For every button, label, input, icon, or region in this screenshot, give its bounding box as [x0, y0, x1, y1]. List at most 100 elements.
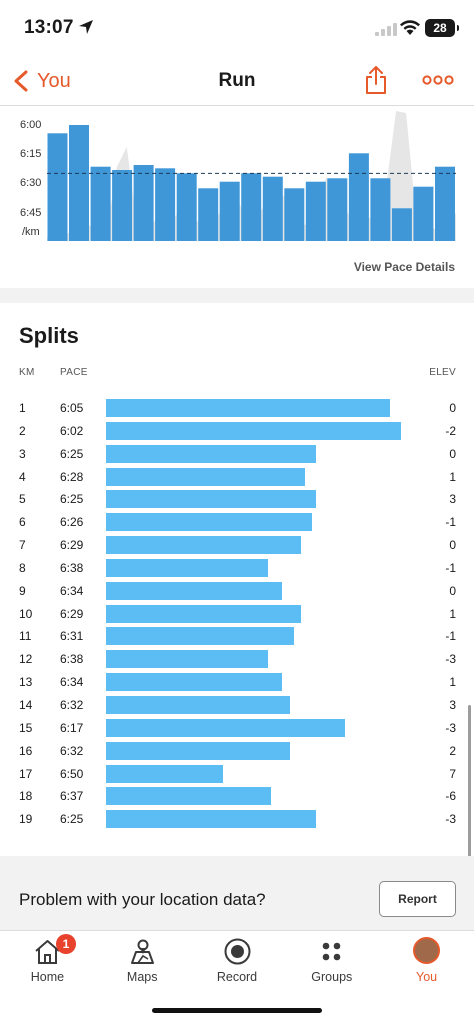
report-button[interactable]: Report: [379, 881, 456, 917]
split-elevation: 0: [449, 446, 456, 461]
split-elevation: 1: [449, 675, 456, 690]
split-km: 19: [19, 812, 33, 827]
split-km: 11: [19, 629, 32, 644]
split-pace-bar: [106, 421, 401, 440]
split-row: 8 6:38 -1: [0, 557, 474, 580]
split-pace: 6:32: [60, 697, 84, 712]
y-tick-label: 6:15: [20, 148, 42, 160]
split-row: 13 6:34 1: [0, 671, 474, 694]
split-km: 17: [19, 766, 33, 781]
groups-icon: [323, 942, 341, 961]
tab-home[interactable]: 1 Home: [0, 931, 95, 991]
split-km: 9: [19, 583, 26, 598]
split-pace-bar: [106, 741, 290, 760]
tab-label: Record: [216, 970, 258, 984]
notification-badge: 1: [56, 934, 76, 954]
pace-bar: [284, 188, 305, 241]
pace-bar: [327, 178, 348, 241]
split-pace: 6:05: [60, 401, 84, 415]
pace-column-header: PACE: [60, 367, 88, 378]
share-icon[interactable]: [364, 65, 388, 95]
split-row: 12 6:38 -3: [0, 648, 474, 671]
split-pace: 6:38: [60, 652, 84, 667]
page-title: Run: [218, 70, 256, 91]
split-row: 19 6:25 -3: [0, 808, 474, 831]
y-axis-unit: /km: [22, 226, 40, 238]
scrollbar[interactable]: [468, 705, 471, 930]
more-options-icon[interactable]: [422, 68, 454, 92]
split-km: 16: [19, 743, 33, 758]
battery-icon: 28: [425, 19, 459, 37]
split-elevation: 0: [449, 401, 456, 415]
split-elevation: 3: [449, 697, 456, 712]
tab-label: You: [416, 970, 438, 984]
split-km: 2: [19, 423, 26, 438]
split-km: 15: [19, 720, 33, 735]
split-km: 5: [19, 492, 26, 507]
split-pace-bar: [106, 810, 316, 829]
split-pace: 6:25: [60, 446, 84, 461]
split-elevation: 1: [449, 606, 456, 621]
split-pace: 6:50: [60, 766, 84, 781]
split-elevation: 7: [449, 766, 456, 781]
split-pace-bar: [106, 558, 268, 577]
tab-record[interactable]: Record: [190, 931, 285, 991]
split-elevation: -6: [445, 789, 456, 804]
split-row: 15 6:17 -3: [0, 717, 474, 740]
tab-label: Maps: [126, 970, 158, 984]
back-label: You: [37, 69, 71, 92]
split-row: 11 6:31 -1: [0, 625, 474, 648]
split-pace: 6:34: [60, 583, 84, 598]
split-row: 6 6:26 -1: [0, 511, 474, 534]
pace-chart-card: 6:00 6:15 6:30 6:45 /km View Pace Detail…: [0, 107, 474, 288]
split-pace-bar: [106, 444, 316, 463]
split-pace-bar: [106, 467, 305, 486]
pace-bar: [413, 186, 434, 241]
split-row: 9 6:34 0: [0, 580, 474, 603]
split-row: 14 6:32 3: [0, 694, 474, 717]
split-pace: 6:26: [60, 515, 84, 530]
splits-title: Splits: [19, 323, 79, 348]
tab-you[interactable]: You: [379, 931, 474, 991]
split-pace: 6:34: [60, 675, 84, 690]
pace-bar: [219, 181, 240, 241]
pace-bar: [241, 173, 262, 241]
split-pace-bar: [106, 581, 283, 600]
status-time: 13:07: [24, 17, 74, 38]
view-pace-details-link[interactable]: View Pace Details: [353, 260, 455, 274]
split-row: 17 6:50 7: [0, 763, 474, 786]
y-tick-label: 6:30: [20, 177, 42, 189]
pace-bar: [305, 181, 326, 241]
split-pace: 6:37: [60, 789, 84, 804]
pace-bar: [155, 168, 176, 241]
pace-bar: [348, 153, 369, 241]
split-km: 3: [19, 446, 26, 461]
split-pace-bar: [106, 490, 316, 509]
pace-chart: [47, 111, 456, 241]
split-elevation: -1: [445, 629, 456, 644]
split-pace-bar: [106, 604, 301, 623]
maps-icon: [130, 939, 154, 964]
split-pace: 6:31: [60, 629, 84, 644]
pace-bar: [133, 165, 154, 241]
split-km: 1: [19, 401, 26, 415]
split-elevation: 0: [449, 583, 456, 598]
tab-maps[interactable]: Maps: [95, 931, 190, 991]
chevron-left-icon: [14, 70, 28, 92]
split-pace-bar: [106, 787, 272, 806]
elev-column-header: ELEV: [429, 367, 456, 378]
split-elevation: 0: [449, 538, 456, 553]
pace-bar: [435, 166, 455, 241]
split-elevation: 2: [449, 743, 456, 758]
split-km: 12: [19, 652, 33, 667]
split-elevation: -3: [445, 812, 456, 827]
split-elevation: 1: [449, 469, 456, 484]
split-elevation: 3: [449, 492, 456, 507]
split-pace: 6:25: [60, 492, 84, 507]
split-km: 7: [19, 538, 26, 553]
split-pace-bar: [106, 650, 268, 669]
split-pace-bar: [106, 513, 312, 532]
back-button[interactable]: You: [12, 66, 71, 96]
record-icon: [224, 938, 251, 965]
tab-groups[interactable]: Groups: [284, 931, 379, 991]
